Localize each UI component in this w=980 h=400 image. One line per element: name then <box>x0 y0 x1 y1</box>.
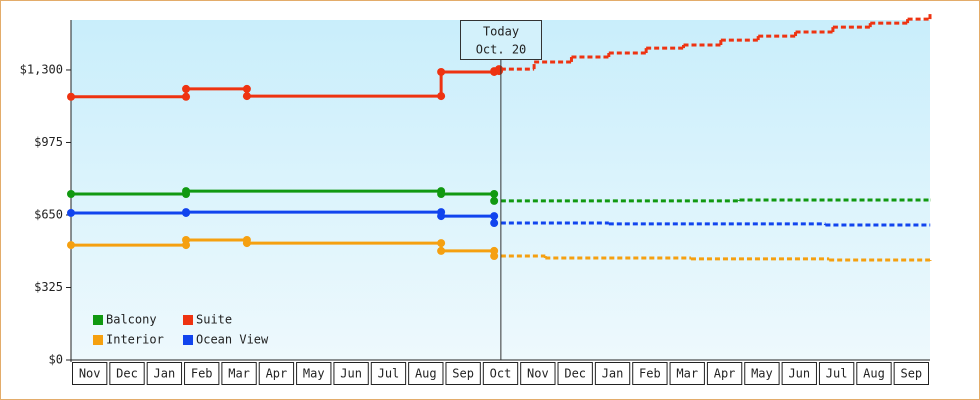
x-label-box <box>445 362 481 385</box>
y-tick-label: $0 <box>49 353 63 367</box>
x-label-box <box>594 362 631 385</box>
x-label-box <box>146 362 183 385</box>
x-tick-label: Jan <box>154 367 176 381</box>
legend-swatch <box>93 315 103 325</box>
x-label-box <box>893 362 929 385</box>
x-tick-label: Dec <box>564 367 586 381</box>
legend-label: Suite <box>196 313 232 327</box>
x-tick-label: Jan <box>602 367 624 381</box>
x-label-box <box>258 362 295 385</box>
today-date: Oct. 20 <box>476 43 527 57</box>
x-tick-label: Sep <box>452 367 474 381</box>
step-marker <box>242 84 251 93</box>
x-label-box <box>184 362 220 385</box>
today-label: Today <box>483 25 519 39</box>
x-label-box <box>370 362 407 385</box>
point-marker <box>182 187 191 196</box>
x-tick-label: May <box>303 367 325 381</box>
x-tick-label: Oct <box>490 367 512 381</box>
legend-swatch <box>183 335 193 345</box>
point-marker <box>182 84 191 93</box>
today-box <box>460 20 542 60</box>
x-label-box <box>221 362 257 385</box>
point-marker <box>67 241 75 250</box>
x-label-box <box>296 362 332 385</box>
x-tick-label: Aug <box>863 367 885 381</box>
point-marker <box>242 92 251 101</box>
point-marker <box>490 219 499 228</box>
y-tick-label: $975 <box>34 135 63 149</box>
x-tick-label: Apr <box>266 367 288 381</box>
x-label-box <box>408 362 444 385</box>
x-tick-label: Jul <box>826 367 848 381</box>
x-label-box <box>632 362 668 385</box>
x-tick-label: Nov <box>79 367 101 381</box>
legend-swatch <box>183 315 193 325</box>
x-label-box <box>856 362 892 385</box>
y-tick-label: $325 <box>34 280 63 294</box>
point-marker <box>437 67 446 76</box>
point-marker <box>242 239 251 248</box>
point-marker <box>67 92 75 101</box>
x-tick-label: Mar <box>676 367 698 381</box>
x-label-box <box>781 362 817 385</box>
step-marker <box>437 239 446 248</box>
legend-label: Interior <box>106 333 164 347</box>
y-tick-label: $1,300 <box>20 62 63 76</box>
step-marker <box>490 212 499 221</box>
step-marker <box>182 92 191 101</box>
x-label-box <box>744 362 780 385</box>
y-tick-label: $650 <box>34 207 63 221</box>
x-label-box <box>109 362 145 385</box>
x-tick-label: Dec <box>116 367 138 381</box>
x-tick-label: Jul <box>378 367 400 381</box>
point-marker <box>437 190 446 199</box>
point-marker <box>490 196 499 205</box>
point-marker <box>67 208 75 217</box>
x-tick-label: Nov <box>527 367 549 381</box>
x-tick-label: Feb <box>639 367 661 381</box>
legend-swatch <box>93 335 103 345</box>
x-tick-label: Sep <box>900 367 922 381</box>
x-tick-label: Mar <box>228 367 250 381</box>
x-label-box <box>706 362 743 385</box>
legend-label: Ocean View <box>196 333 269 347</box>
point-marker <box>67 190 75 199</box>
x-tick-label: Jun <box>788 367 810 381</box>
point-marker <box>437 212 446 221</box>
x-tick-label: Apr <box>714 367 736 381</box>
x-label-box <box>818 362 855 385</box>
x-tick-label: Jun <box>340 367 362 381</box>
x-tick-label: Aug <box>415 367 437 381</box>
x-label-box <box>333 362 369 385</box>
x-label-box <box>557 362 593 385</box>
step-marker <box>437 92 446 101</box>
x-tick-label: Feb <box>191 367 213 381</box>
point-marker <box>437 246 446 255</box>
x-label-box <box>669 362 705 385</box>
point-marker <box>182 208 191 217</box>
x-label-box <box>482 362 519 385</box>
legend-label: Balcony <box>106 313 157 327</box>
x-tick-label: May <box>751 367 773 381</box>
point-marker <box>182 235 191 244</box>
step-marker <box>490 190 499 199</box>
x-label-box <box>520 362 556 385</box>
point-marker <box>490 252 499 261</box>
x-label-box <box>72 362 108 385</box>
